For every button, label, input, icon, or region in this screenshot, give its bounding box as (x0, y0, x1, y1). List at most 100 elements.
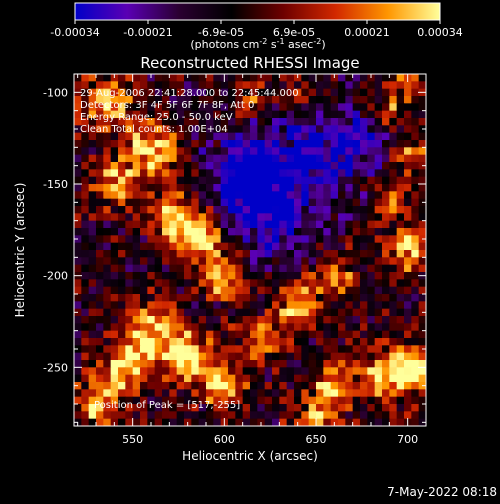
heatmap-cell (374, 118, 383, 126)
heatmap-cell (132, 176, 141, 185)
colorbar-unit-label: (photons cm-2 s-1 asec-2) (190, 37, 325, 51)
heatmap-cell (235, 294, 244, 302)
heatmap-cell (169, 338, 178, 346)
heatmap-cell (147, 176, 156, 185)
heatmap-cell (257, 228, 266, 236)
heatmap-cell (352, 169, 361, 178)
heatmap-cell (360, 125, 368, 134)
heatmap-cell (279, 257, 288, 266)
heatmap-cell (88, 220, 97, 229)
heatmap-cell (286, 184, 295, 192)
heatmap-cell (242, 147, 251, 156)
heatmap-cell (176, 132, 185, 141)
heatmap-cell (110, 154, 119, 163)
heatmap-cell (220, 272, 229, 280)
heatmap-cell (360, 374, 368, 383)
heatmap-cell (154, 352, 163, 361)
heatmap-cell (257, 162, 266, 170)
heatmap-cell (81, 250, 90, 258)
heatmap-cell (147, 345, 156, 354)
heatmap-cell (294, 147, 302, 156)
heatmap-cell (162, 74, 170, 82)
heatmap-cell (81, 360, 90, 368)
heatmap-cell (242, 279, 251, 288)
heatmap-cell (272, 396, 280, 405)
heatmap-cell (74, 330, 82, 339)
heatmap-cell (323, 396, 332, 405)
heatmap-cell (389, 169, 398, 178)
heatmap-cell (294, 88, 302, 97)
heatmap-cell (316, 345, 324, 354)
heatmap-cell (110, 103, 119, 112)
heatmap-cell (301, 389, 310, 398)
heatmap-cell (330, 96, 339, 104)
heatmap-cell (411, 360, 420, 368)
heatmap-cell (257, 96, 266, 104)
heatmap-cell (352, 301, 361, 310)
heatmap-cell (242, 272, 251, 280)
heatmap-cell (411, 382, 420, 390)
heatmap-cell (81, 242, 90, 251)
heatmap-cell (272, 404, 280, 412)
heatmap-cell (74, 294, 82, 302)
heatmap-cell (154, 242, 163, 251)
heatmap-cell (338, 213, 346, 222)
heatmap-cell (418, 228, 426, 236)
heatmap-cell (147, 228, 156, 236)
heatmap-cell (198, 169, 207, 178)
heatmap-cell (132, 81, 141, 90)
heatmap-cell (206, 323, 214, 332)
heatmap-cell (352, 191, 361, 200)
heatmap-cell (360, 345, 368, 354)
heatmap-cell (411, 213, 420, 222)
heatmap-cell (389, 323, 398, 332)
heatmap-cell (235, 228, 244, 236)
heatmap-cell (162, 235, 170, 244)
heatmap-cell (345, 81, 354, 90)
heatmap-cell (404, 382, 412, 390)
heatmap-cell (345, 96, 354, 104)
heatmap-cell (176, 206, 185, 214)
heatmap-cell (352, 286, 361, 295)
heatmap-cell (352, 88, 361, 97)
heatmap-cell (316, 418, 324, 426)
heatmap-cell (184, 213, 192, 222)
heatmap-cell (272, 228, 280, 236)
heatmap-cell (323, 162, 332, 170)
heatmap-cell (147, 338, 156, 346)
heatmap-cell (176, 389, 185, 398)
heatmap-cell (81, 118, 90, 126)
heatmap-cell (162, 162, 170, 170)
heatmap-cell (110, 396, 119, 405)
heatmap-cell (279, 235, 288, 244)
heatmap-cell (316, 154, 324, 163)
heatmap-cell (374, 110, 383, 119)
heatmap-cell (257, 294, 266, 302)
heatmap-cell (264, 272, 273, 280)
heatmap-cell (154, 169, 163, 178)
heatmap-cell (360, 162, 368, 170)
heatmap-cell (272, 191, 280, 200)
heatmap-cell (352, 330, 361, 339)
heatmap-cell (110, 294, 119, 302)
heatmap-cell (228, 125, 236, 134)
heatmap-cell (191, 389, 200, 398)
heatmap-cell (352, 338, 361, 346)
heatmap-cell (323, 74, 332, 82)
heatmap-cell (213, 191, 222, 200)
heatmap-cell (257, 316, 266, 324)
heatmap-cell (257, 396, 266, 405)
heatmap-cell (294, 294, 302, 302)
heatmap-cell (103, 279, 112, 288)
heatmap-cell (184, 154, 192, 163)
heatmap-cell (191, 110, 200, 119)
heatmap-cell (338, 81, 346, 90)
heatmap-cell (198, 206, 207, 214)
heatmap-cell (110, 206, 119, 214)
heatmap-cell (169, 411, 178, 420)
heatmap-cell (132, 88, 141, 97)
heatmap-cell (294, 213, 302, 222)
heatmap-cell (242, 360, 251, 368)
heatmap-cell (228, 330, 236, 339)
heatmap-cell (308, 198, 317, 207)
